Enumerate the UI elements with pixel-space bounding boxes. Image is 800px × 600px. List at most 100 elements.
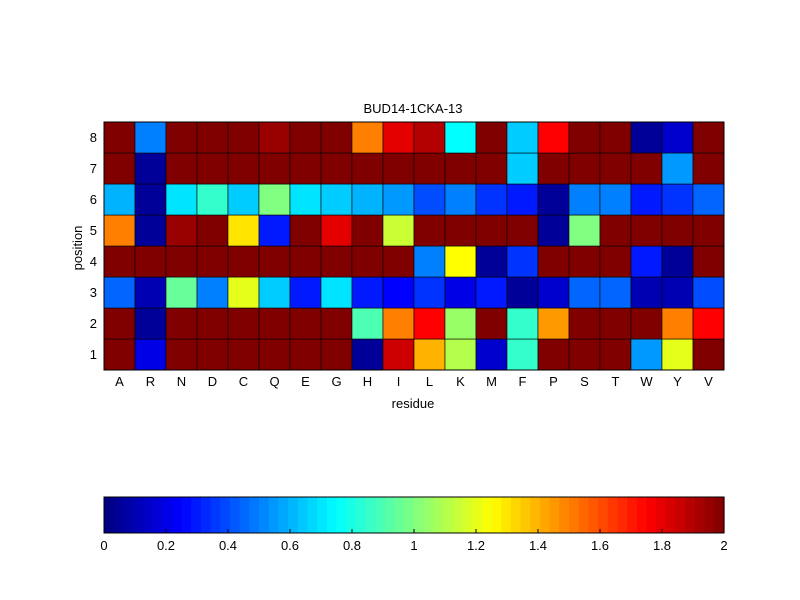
colorbar-swatch (452, 497, 464, 533)
colorbar-swatch (278, 497, 289, 533)
colorbar-swatch (607, 497, 619, 533)
colorbar-swatch (481, 497, 493, 533)
heatmap-cell (692, 338, 725, 371)
colorbar-swatch (578, 497, 589, 533)
heatmap-cell (630, 152, 663, 185)
colorbar-swatch (307, 497, 318, 533)
heatmap-cell (599, 214, 632, 247)
heatmap-cell (506, 214, 539, 247)
colorbar-swatch (181, 497, 192, 533)
colorbar-swatch (636, 497, 648, 533)
heatmap-cell (568, 338, 601, 371)
colorbar-swatch (530, 497, 541, 533)
heatmap-cell (196, 245, 229, 278)
heatmap-cell (165, 121, 198, 154)
heatmap-cell (692, 214, 725, 247)
heatmap-cell (227, 338, 260, 371)
heatmap-cell (382, 152, 415, 185)
heatmap-cell (351, 338, 384, 371)
heatmap-cell (165, 245, 198, 278)
y-axis-label: position (70, 226, 85, 271)
heatmap-cell (103, 121, 136, 154)
x-tick-label: N (177, 374, 186, 389)
heatmap-cell (351, 245, 384, 278)
heatmap-cell (475, 307, 508, 340)
heatmap-cell (103, 307, 136, 340)
colorbar-swatch (559, 497, 570, 533)
heatmap-cell (227, 307, 260, 340)
heatmap-cell (196, 152, 229, 185)
heatmap-cell (506, 245, 539, 278)
colorbar-swatch (491, 497, 502, 533)
heatmap-cell (444, 121, 477, 154)
heatmap-cell (413, 307, 446, 340)
y-tick-label: 7 (90, 161, 97, 176)
heatmap-cell (165, 214, 198, 247)
colorbar-swatch (297, 497, 309, 533)
heatmap-cell (413, 245, 446, 278)
colorbar-swatch (365, 497, 376, 533)
heatmap-cell (568, 307, 601, 340)
heatmap-cell (382, 183, 415, 216)
heatmap-cell (351, 152, 384, 185)
colorbar-swatch (627, 497, 638, 533)
heatmap-cell (227, 183, 260, 216)
y-tick-label: 2 (90, 316, 97, 331)
heatmap-cell (537, 214, 570, 247)
x-tick-label: G (331, 374, 341, 389)
heatmap-cell (537, 338, 570, 371)
heatmap-cell (413, 338, 446, 371)
colorbar-swatch (384, 497, 396, 533)
colorbar-swatch (336, 497, 347, 533)
heatmap-cell (630, 121, 663, 154)
heatmap-cell (134, 121, 167, 154)
heatmap-cell (475, 214, 508, 247)
heatmap-cell (103, 245, 136, 278)
heatmap-cell (351, 183, 384, 216)
colorbar-swatch (200, 497, 212, 533)
heatmap-cell (630, 245, 663, 278)
x-tick-label: I (397, 374, 401, 389)
colorbar-swatch (665, 497, 677, 533)
heatmap-cell (475, 276, 508, 309)
colorbar-swatch (501, 497, 512, 533)
heatmap-cell (599, 276, 632, 309)
heatmap-cell (382, 276, 415, 309)
colorbar-swatch (220, 497, 231, 533)
heatmap-cell (568, 121, 601, 154)
colorbar-tick-label: 0 (100, 538, 107, 553)
colorbar-swatch (685, 497, 696, 533)
heatmap-cell (103, 152, 136, 185)
heatmap-cell (103, 214, 136, 247)
heatmap-cell (506, 121, 539, 154)
colorbar-swatch (675, 497, 686, 533)
x-tick-label: C (239, 374, 248, 389)
heatmap-cell (506, 276, 539, 309)
x-axis-label: residue (392, 396, 435, 411)
heatmap-cell (568, 245, 601, 278)
x-tick-label: M (486, 374, 497, 389)
heatmap-cell (165, 276, 198, 309)
colorbar-swatch (249, 497, 260, 533)
heatmap-cell (475, 121, 508, 154)
heatmap-cell (444, 245, 477, 278)
y-tick-label: 4 (90, 254, 97, 269)
colorbar-swatch (394, 497, 405, 533)
heatmap-cell (382, 307, 415, 340)
heatmap-cell (103, 338, 136, 371)
heatmap-cell (196, 121, 229, 154)
colorbar: 0 0.2 0.4 0.6 0.8 1 1.2 1.4 1.6 1.8 2 (100, 496, 728, 553)
heatmap-cell (320, 307, 353, 340)
colorbar-swatch (443, 497, 454, 533)
heatmap-cell (568, 152, 601, 185)
colorbar-tick-label: 2 (720, 538, 727, 553)
colorbar-tick-label: 1.6 (591, 538, 609, 553)
colorbar-swatch (104, 497, 115, 533)
x-tick-label: Y (673, 374, 682, 389)
x-tick-label: Q (269, 374, 279, 389)
heatmap-cell (134, 214, 167, 247)
heatmap-cell (165, 183, 198, 216)
heatmap-cell (351, 307, 384, 340)
heatmap-cell (599, 245, 632, 278)
